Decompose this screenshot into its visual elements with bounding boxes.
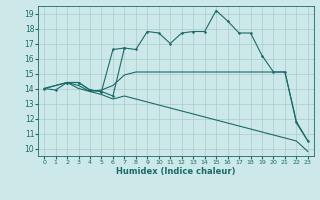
X-axis label: Humidex (Indice chaleur): Humidex (Indice chaleur): [116, 167, 236, 176]
